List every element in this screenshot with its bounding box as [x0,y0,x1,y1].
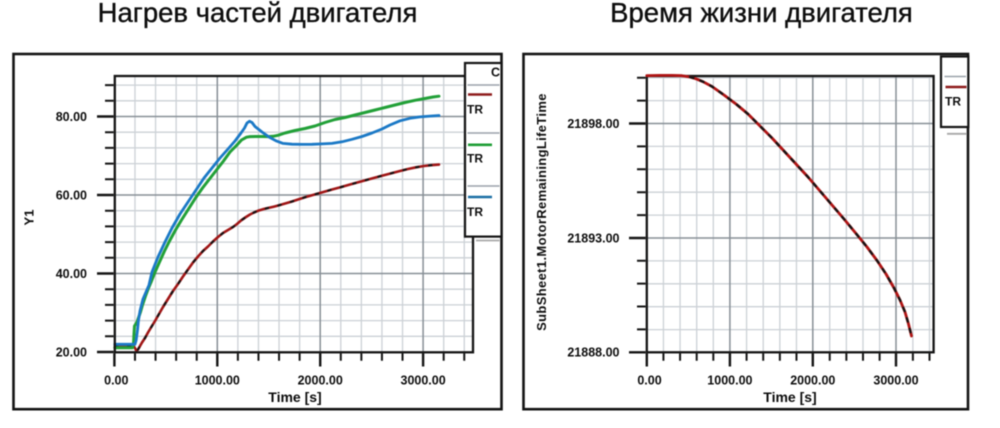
svg-text:80.00: 80.00 [56,110,87,124]
svg-text:Нагрев частей двигателя: Нагрев частей двигателя [98,0,418,28]
svg-text:40.00: 40.00 [56,267,87,281]
svg-text:60.00: 60.00 [56,188,87,202]
svg-text:2000.00: 2000.00 [298,374,343,388]
svg-text:Время жизни двигателя: Время жизни двигателя [610,0,913,28]
svg-text:0.00: 0.00 [637,374,661,388]
svg-text:21898.00: 21898.00 [567,117,619,131]
svg-text:Y1: Y1 [22,210,37,226]
svg-text:TR: TR [467,152,483,166]
svg-text:2000.00: 2000.00 [790,374,835,388]
svg-text:Time [s]: Time [s] [763,389,816,405]
svg-text:20.00: 20.00 [56,345,87,359]
svg-text:TR: TR [467,103,483,117]
svg-text:0.00: 0.00 [104,374,128,388]
svg-text:SubSheet1.MotorRemainingLifeTi: SubSheet1.MotorRemainingLifeTime [534,93,549,331]
svg-text:C: C [491,66,500,80]
svg-text:TR: TR [467,205,483,219]
svg-text:TR: TR [945,95,961,109]
svg-text:21893.00: 21893.00 [567,231,619,245]
svg-text:3000.00: 3000.00 [401,374,446,388]
svg-text:Time [s]: Time [s] [268,389,321,405]
svg-text:1000.00: 1000.00 [707,374,752,388]
svg-text:21888.00: 21888.00 [567,346,619,360]
svg-text:1000.00: 1000.00 [195,374,240,388]
svg-text:3000.00: 3000.00 [873,374,918,388]
